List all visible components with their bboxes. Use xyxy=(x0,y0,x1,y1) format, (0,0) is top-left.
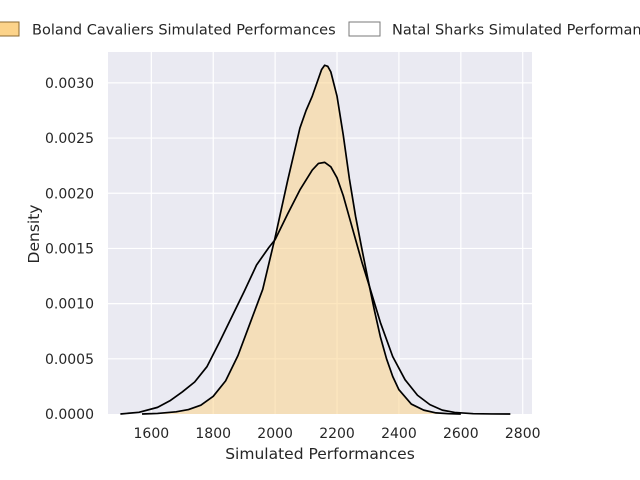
y-tick-label: 0.0015 xyxy=(45,241,94,257)
legend-swatch-natal xyxy=(348,21,381,37)
density-curves xyxy=(120,64,511,415)
x-tick-label: 2800 xyxy=(505,426,541,442)
y-tick-label: 0.0005 xyxy=(45,352,94,368)
legend-label-boland: Boland Cavaliers Simulated Performances xyxy=(32,23,336,39)
legend-label-natal: Natal Sharks Simulated Performances xyxy=(392,23,640,39)
y-tick-label: 0.0030 xyxy=(45,76,94,92)
x-tick-label: 1600 xyxy=(134,426,170,442)
x-tick-label: 2600 xyxy=(443,426,479,442)
x-axis-label: Simulated Performances xyxy=(225,445,415,463)
density-line-0 xyxy=(142,64,461,415)
x-tick-label: 2200 xyxy=(319,426,355,442)
x-tick-label: 2000 xyxy=(257,426,293,442)
x-tick-label: 1800 xyxy=(195,426,231,442)
density-line-1 xyxy=(120,161,511,415)
y-tick-label: 0.0010 xyxy=(45,297,94,313)
x-axis-ticks: 1600 1800 2000 2200 2400 2600 2800 xyxy=(134,426,541,442)
y-axis-label: Density xyxy=(25,205,43,264)
y-tick-label: 0.0025 xyxy=(45,131,94,147)
density-fill-0 xyxy=(142,65,461,415)
legend: Boland Cavaliers Simulated Performances … xyxy=(0,21,640,39)
y-tick-label: 0.0000 xyxy=(45,407,94,423)
y-axis-ticks: 0.0000 0.0005 0.0010 0.0015 0.0020 0.0025 0.00… xyxy=(45,76,94,423)
y-tick-label: 0.0020 xyxy=(45,186,94,202)
x-tick-label: 2400 xyxy=(381,426,417,442)
legend-swatch-boland xyxy=(0,21,20,37)
